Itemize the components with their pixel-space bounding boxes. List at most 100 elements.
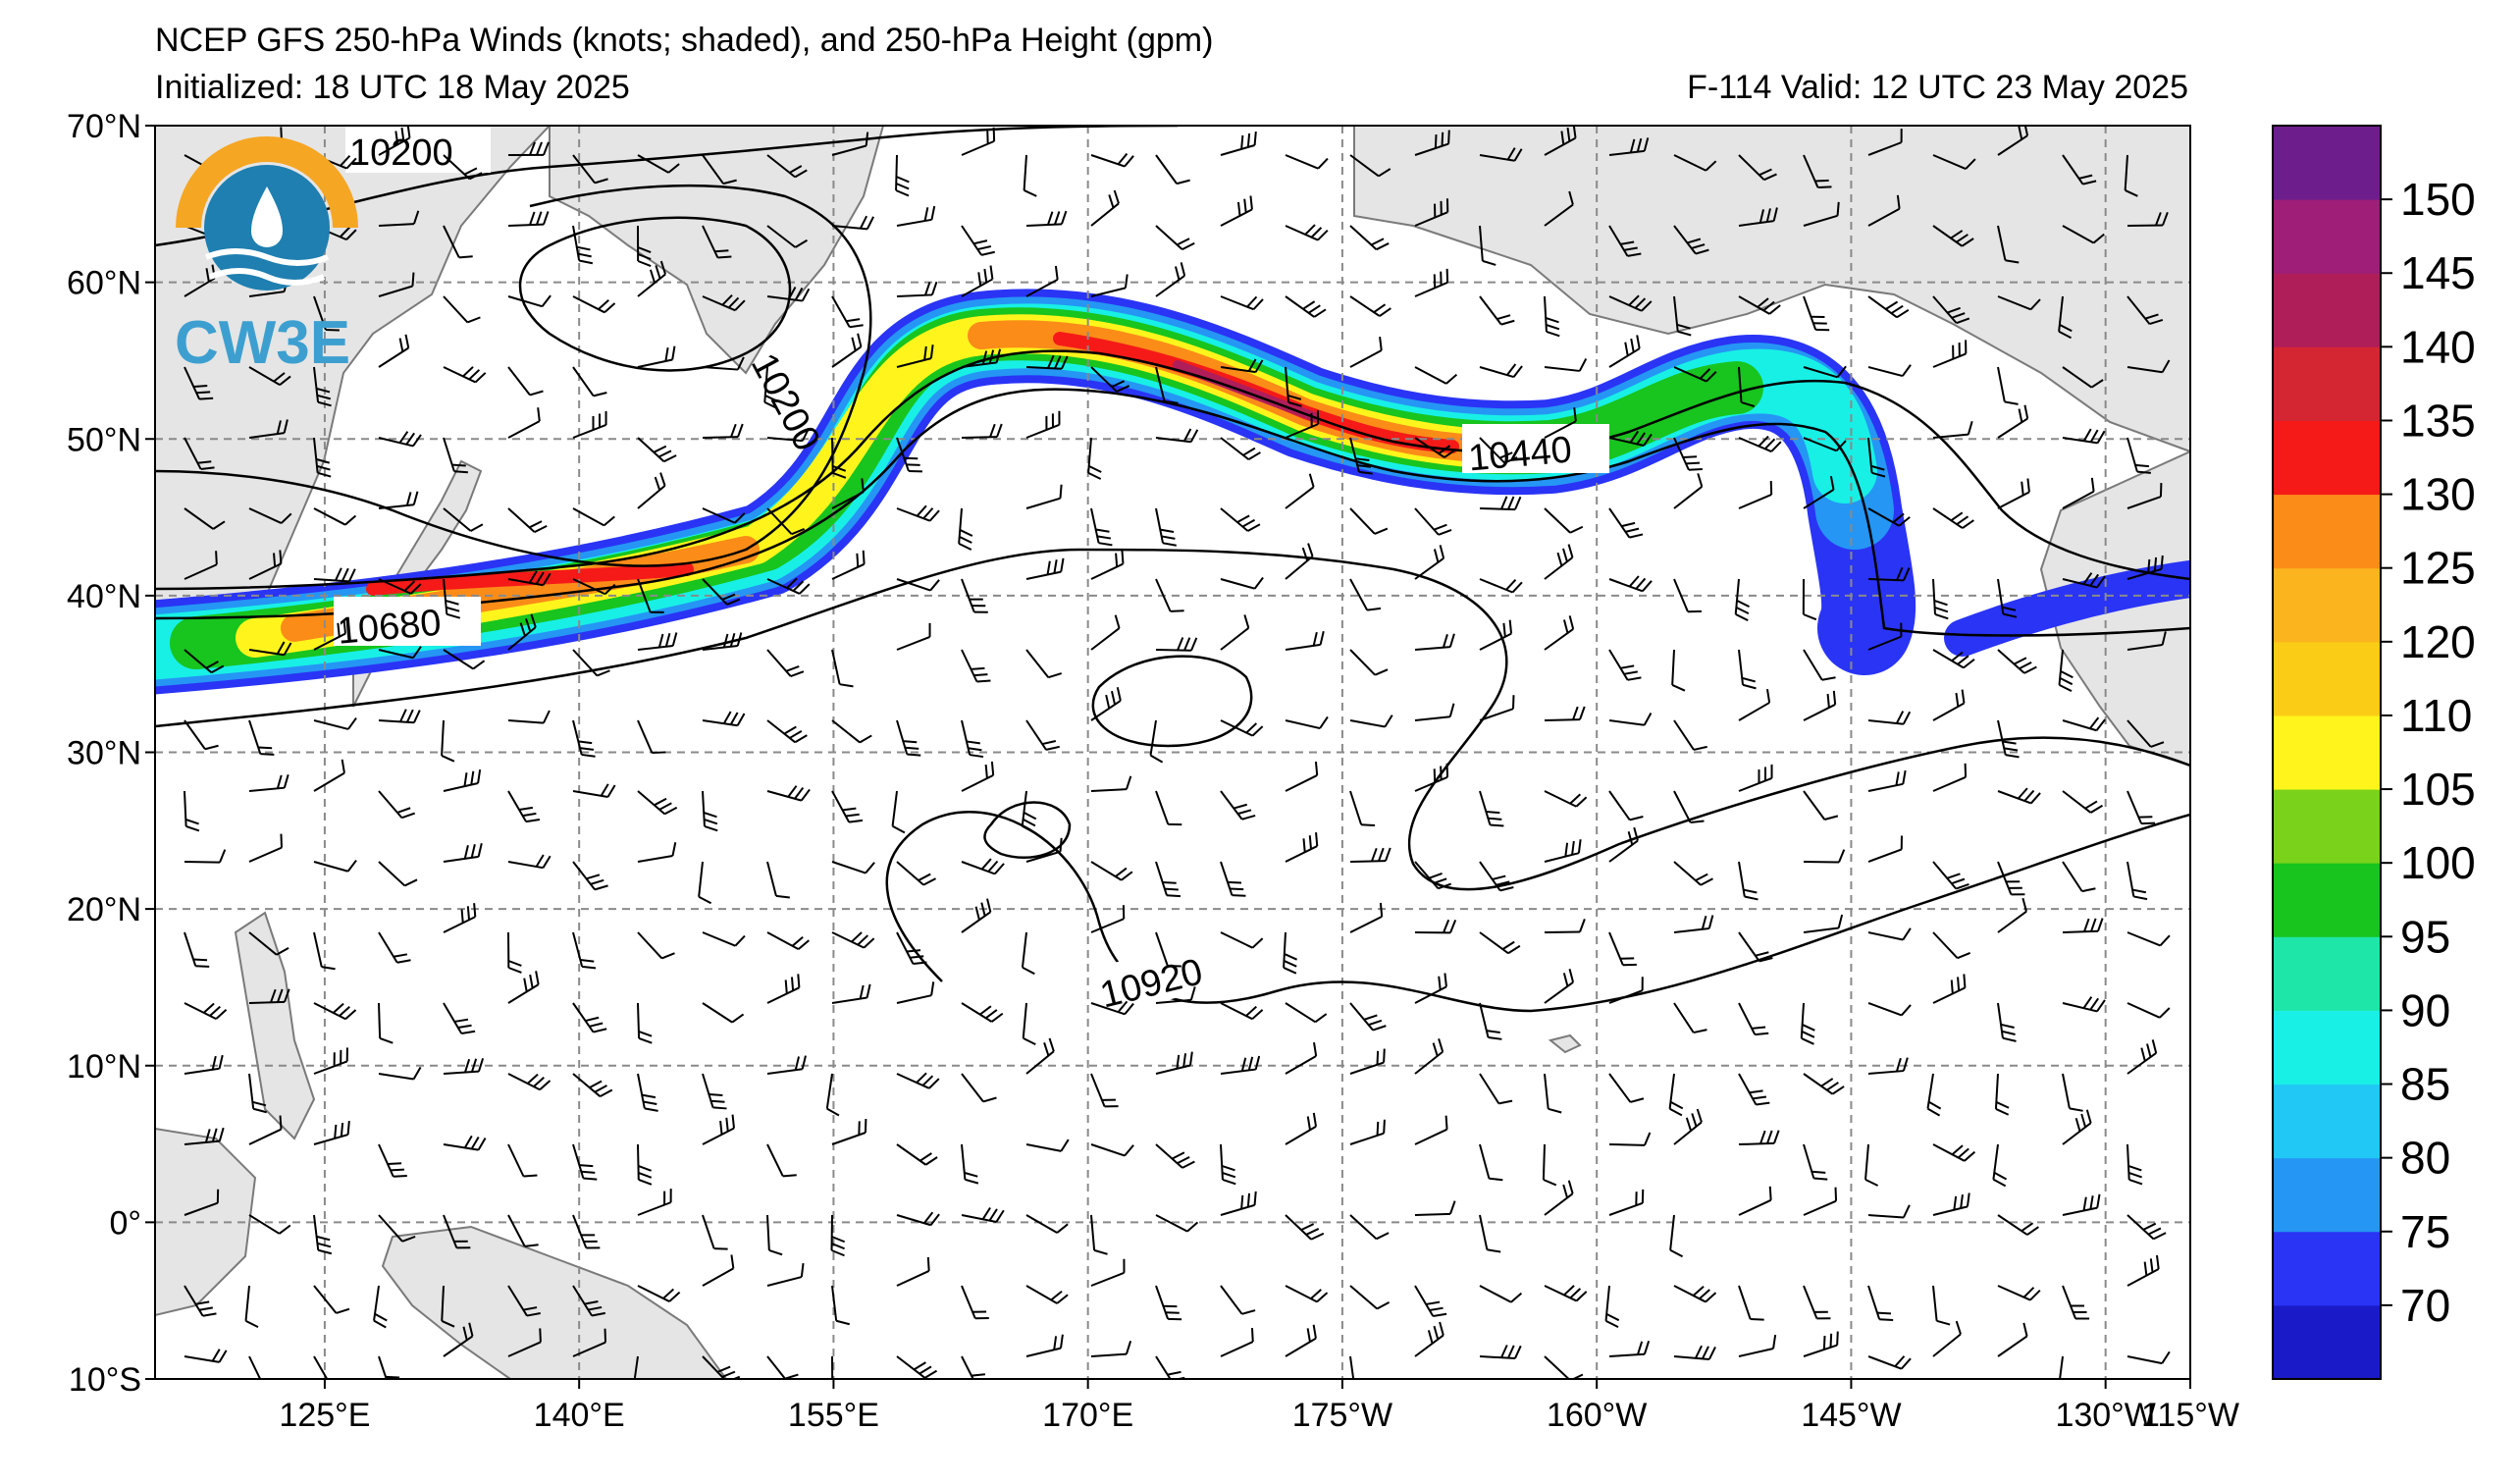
- wind-barb-feather: [1749, 1089, 1763, 1094]
- land-borneo: [155, 1127, 257, 1317]
- wind-barb-feather: [985, 1009, 998, 1020]
- wind-barb-feather: [1429, 1306, 1444, 1311]
- wind-barb-feather: [1956, 234, 1969, 243]
- wind-barb: [443, 225, 460, 258]
- wind-barb-feather: [463, 845, 469, 860]
- wind-barb-feather: [1803, 613, 1817, 621]
- wind-barb-feather: [973, 673, 988, 677]
- wind-barb-feather: [1376, 1050, 1380, 1065]
- wind-barb-feather: [542, 710, 551, 724]
- wind-barb-feather: [280, 512, 292, 524]
- wind-barb: [766, 507, 793, 535]
- wind-barb-feather: [1892, 512, 1905, 524]
- wind-barb-feather: [2026, 478, 2030, 493]
- wind-barb-feather: [789, 729, 803, 739]
- wind-barb-feather: [1563, 1285, 1575, 1297]
- wind-barb-feather: [731, 1114, 735, 1129]
- wind-barb-feather: [1879, 1318, 1894, 1321]
- wind-barb-feather: [1951, 1144, 1964, 1156]
- wind-barb-feather: [1573, 407, 1577, 422]
- wind-barb: [1738, 1285, 1752, 1320]
- wind-barb-feather: [1903, 1204, 1911, 1218]
- wind-barb-feather: [2029, 1289, 2041, 1301]
- wind-barb-feather: [1936, 1319, 1951, 1326]
- wind-barb-feather: [1308, 304, 1321, 314]
- wind-barb-feather: [2021, 1222, 2034, 1232]
- wind-barb: [766, 1214, 770, 1251]
- colorbar-segment: [2273, 346, 2381, 421]
- wind-barb-feather: [1368, 1019, 1383, 1027]
- wind-barb-feather: [405, 492, 412, 506]
- wind-barb-feather: [659, 472, 666, 487]
- wind-barb: [1479, 225, 1484, 261]
- wind-barb-feather: [1705, 160, 1717, 172]
- wind-barb-feather: [721, 1370, 736, 1378]
- wind-barb-feather: [197, 460, 212, 464]
- contour-label-10680: 10680: [336, 603, 443, 653]
- wind-barb-feather: [923, 207, 929, 222]
- wind-barb: [443, 295, 469, 324]
- wind-barb: [443, 507, 472, 532]
- wind-barb-feather: [1965, 158, 1976, 170]
- wind-barb-feather: [597, 669, 610, 677]
- wind-barb-feather: [974, 906, 980, 921]
- wind-barb-feather: [1505, 579, 1517, 591]
- wind-barb-feather: [462, 1326, 468, 1341]
- wind-barb-feather: [1967, 420, 1973, 435]
- wind-barb-feather: [1687, 238, 1702, 244]
- wind-barb-feather: [671, 345, 676, 360]
- wind-barb: [572, 154, 596, 184]
- wind-barb-feather: [1379, 337, 1383, 351]
- wind-barb-feather: [2147, 1227, 2162, 1236]
- wind-barb-feather: [1125, 1340, 1132, 1354]
- wind-barb-feather: [1890, 304, 1904, 315]
- wind-barb-feather: [393, 953, 408, 958]
- colorbar-segment: [2273, 1157, 2381, 1233]
- wind-barb-feather: [1902, 1057, 1909, 1072]
- wind-barb-feather: [1236, 514, 1250, 523]
- wind-barb: [248, 291, 285, 297]
- wind-barb-feather: [1427, 1330, 1434, 1345]
- land-hawaii: [1548, 1033, 1582, 1054]
- wind-barb: [2062, 861, 2083, 892]
- wind-barb: [698, 861, 704, 897]
- wind-barb-feather: [265, 1387, 279, 1388]
- wind-barb-feather: [578, 259, 594, 265]
- wind-barb-feather: [654, 476, 661, 491]
- wind-barb-feather: [1376, 1232, 1390, 1241]
- wind-barb-feather: [1566, 127, 1571, 142]
- wind-barb-feather: [1376, 1121, 1380, 1136]
- wind-barb-feather: [1629, 138, 1636, 153]
- wind-barb-feather: [797, 974, 801, 988]
- wind-barb-feather: [1501, 940, 1515, 950]
- wind-barb-feather: [1755, 1032, 1769, 1036]
- wind-barb: [1220, 627, 1249, 651]
- wind-barb-feather: [2143, 1261, 2148, 1276]
- wind-barb-feather: [928, 509, 940, 522]
- wind-barb-feather: [2092, 233, 2105, 244]
- wind-barb-feather: [276, 774, 283, 789]
- lat-label: 10°N: [67, 1048, 141, 1086]
- wind-barb: [1155, 931, 1169, 967]
- wind-barb: [313, 507, 346, 526]
- wind-barb-feather: [1627, 676, 1642, 681]
- wind-barb-feather: [1121, 871, 1133, 881]
- wind-barb: [443, 649, 474, 670]
- wind-barb-feather: [273, 372, 286, 383]
- wind-barb-feather: [317, 471, 332, 478]
- wind-barb-feather: [1688, 467, 1703, 471]
- colorbar-segment: [2273, 789, 2381, 864]
- wind-barb-feather: [2082, 428, 2092, 442]
- wind-barb-feather: [1950, 230, 1964, 239]
- wind-barb-feather: [1433, 549, 1440, 563]
- wind-barb-feather: [799, 583, 811, 595]
- wind-barb-feather: [273, 553, 277, 567]
- wind-barb: [378, 1214, 403, 1243]
- wind-barb-feather: [1189, 429, 1199, 443]
- wind-barb-feather: [671, 632, 678, 647]
- wind-barb: [507, 1143, 525, 1177]
- wind-barb-feather: [1575, 796, 1588, 808]
- wind-barb-feather: [1312, 1112, 1318, 1127]
- wind-barb: [637, 931, 663, 960]
- wind-barb-feather: [1181, 1160, 1195, 1169]
